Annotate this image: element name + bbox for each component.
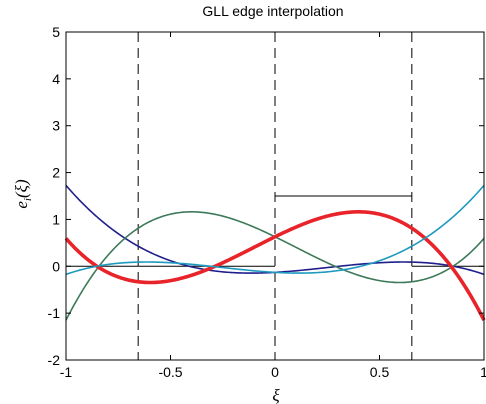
curves: [64, 184, 486, 321]
series-line-3: [65, 184, 485, 276]
x-tick-label-1: -0.5: [158, 364, 182, 380]
y-axis-label-arg: (ξ): [12, 179, 31, 198]
y-tick-label-5: 3: [52, 118, 60, 134]
x-tick-label-3: 0.5: [370, 364, 390, 380]
series-line-2: [64, 210, 486, 321]
y-tick-label-2: 0: [52, 258, 60, 274]
y-tick-label-7: 5: [52, 24, 60, 40]
y-axis-label-sub: i: [22, 198, 34, 201]
chart-title: GLL edge interpolation: [202, 3, 343, 19]
y-tick-label-3: 1: [52, 211, 60, 227]
x-tick-label-0: -1: [60, 364, 73, 380]
y-axis-label-main: e: [12, 201, 31, 209]
y-axis-label: ei(ξ): [12, 179, 34, 209]
x-tick-label-4: 1: [480, 364, 486, 380]
x-tick-label-2: 0: [271, 364, 279, 380]
x-axis-label: ξ: [272, 386, 280, 404]
y-tick-label-1: -1: [48, 305, 61, 321]
y-tick-label-0: -2: [48, 352, 61, 368]
y-tick-label-6: 4: [52, 71, 60, 87]
y-tick-label-4: 2: [52, 165, 60, 181]
